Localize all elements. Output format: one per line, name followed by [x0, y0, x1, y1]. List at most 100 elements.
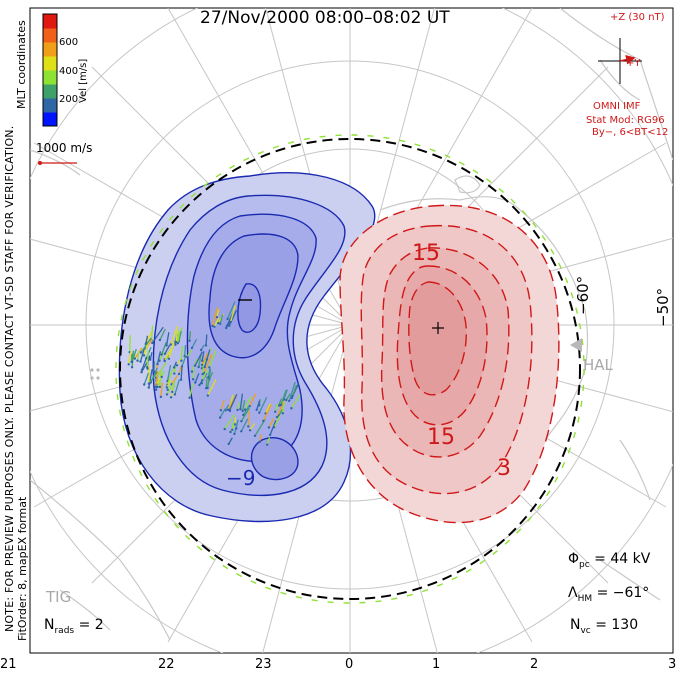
- velocity-vector-origin: [191, 378, 195, 381]
- velocity-vector: [149, 352, 153, 360]
- velocity-vector-origin: [158, 359, 161, 362]
- velocity-vector-origin: [225, 326, 228, 330]
- vector-scale-label: 1000 m/s: [36, 141, 93, 155]
- velocity-vector: [219, 408, 226, 418]
- velocity-vector-origin: [200, 363, 204, 367]
- stat-n-rads-subscript: rads: [54, 625, 75, 636]
- velocity-vector-origin: [154, 388, 158, 391]
- velocity-vector: [201, 351, 205, 361]
- velocity-vector-origin: [156, 385, 159, 389]
- velocity-vector: [145, 335, 149, 345]
- velocity-vector-origin: [149, 358, 152, 361]
- velocity-vector: [285, 393, 291, 401]
- mlt-tick-2: 2: [530, 657, 539, 672]
- velocity-vector-origin: [165, 386, 168, 389]
- colorbar-swatch: [43, 28, 57, 43]
- velocity-vector-origin: [201, 379, 204, 382]
- velocity-vector-origin: [139, 360, 142, 363]
- velocity-vector: [282, 401, 285, 414]
- velocity-vector: [191, 338, 198, 349]
- velocity-vector-origin: [188, 396, 191, 399]
- velocity-vector: [184, 345, 187, 357]
- heppner-maynard-boundary-green: [115, 134, 585, 604]
- velocity-vector-origin: [288, 399, 291, 403]
- velocity-vector: [178, 366, 182, 375]
- velocity-vector: [273, 415, 281, 428]
- velocity-vector-origin: [236, 408, 239, 412]
- colorbar-tick-600: 600: [59, 37, 79, 48]
- velocity-vector: [224, 414, 236, 430]
- velocity-vector-origin: [206, 386, 209, 390]
- velocity-vector-origin: [171, 390, 174, 394]
- mlt-tick-21: 21: [0, 657, 17, 672]
- velocity-vector-origin: [207, 376, 210, 379]
- velocity-vector-origin: [130, 366, 134, 369]
- imf-clock-dial: [598, 38, 642, 84]
- velocity-vector-origin: [146, 366, 149, 369]
- velocity-vector-origin: [204, 344, 208, 347]
- velocity-vector-origin: [200, 367, 204, 370]
- velocity-vector: [204, 349, 211, 368]
- velocity-vector: [288, 381, 296, 402]
- stat-n-vc-subscript: vc: [580, 625, 591, 636]
- velocity-vector-origin: [242, 413, 245, 417]
- stat-n-vc: Nvc = 130: [570, 617, 638, 636]
- contour-label-pos-a: 15: [412, 241, 440, 266]
- velocity-vector-origin: [176, 342, 179, 345]
- velocity-vector: [159, 328, 166, 341]
- velocity-vector-origin: [151, 341, 154, 345]
- velocity-vector: [155, 371, 159, 387]
- velocity-vector-origin: [185, 355, 189, 358]
- stat-phi-pc-subscript: pc: [579, 559, 590, 570]
- velocity-vector: [180, 366, 183, 380]
- mlt-tick-3: 3: [668, 657, 677, 672]
- station-markers: [90, 338, 582, 380]
- velocity-vector-origin: [279, 403, 283, 406]
- velocity-vector: [211, 307, 218, 327]
- velocity-vector: [143, 372, 150, 385]
- velocity-vector-origin: [218, 416, 222, 419]
- velocity-vector-origin: [159, 395, 163, 399]
- velocity-vector-origin: [285, 398, 288, 402]
- velocity-vector-origin: [291, 394, 294, 398]
- velocity-vector-origin: [165, 344, 168, 347]
- velocity-vector-origin: [240, 430, 243, 433]
- colorbar-swatch: [43, 112, 57, 127]
- velocity-vector: [201, 352, 209, 366]
- velocity-vector: [266, 437, 271, 445]
- velocity-vector: [278, 398, 283, 406]
- velocity-vector: [229, 305, 236, 323]
- coastlines: [30, 8, 673, 641]
- colorbar-swatch: [43, 14, 57, 29]
- velocity-vector: [177, 330, 180, 344]
- velocity-vector: [247, 410, 251, 427]
- velocity-vector: [176, 358, 182, 366]
- stat-n-rads-symbol: N: [44, 617, 55, 633]
- positive-potential-cell: [339, 204, 560, 524]
- velocity-vector: [207, 367, 211, 378]
- velocity-vector-origin: [190, 370, 194, 373]
- velocity-vector-origin: [136, 359, 139, 362]
- velocity-vector-origin: [193, 364, 197, 367]
- velocity-vector-origin: [225, 324, 229, 327]
- velocity-vector: [208, 350, 217, 368]
- colorbar-tick-400: 400: [59, 66, 79, 77]
- velocity-vector-origin: [213, 325, 216, 328]
- colorbar-swatch: [43, 70, 57, 85]
- velocity-vector-origin: [241, 409, 244, 413]
- velocity-vector: [160, 382, 164, 397]
- colorbar-label: Vel [m/s]: [78, 58, 89, 103]
- velocity-vector-origin: [233, 423, 237, 426]
- velocity-vector: [206, 368, 212, 389]
- vector-scale-dot: [38, 161, 42, 165]
- velocity-vector: [165, 332, 170, 346]
- colorbar-tick-200: 200: [59, 94, 79, 105]
- contour-label-pos-c: 3: [497, 456, 511, 481]
- velocity-vector-origin: [218, 322, 222, 325]
- velocity-vector: [216, 309, 220, 318]
- velocity-vector-origin: [152, 370, 156, 373]
- velocity-vector-origin: [215, 316, 219, 319]
- velocity-vector: [186, 349, 193, 358]
- velocity-vector: [136, 351, 140, 361]
- stat-n-vc-symbol: N: [570, 617, 581, 633]
